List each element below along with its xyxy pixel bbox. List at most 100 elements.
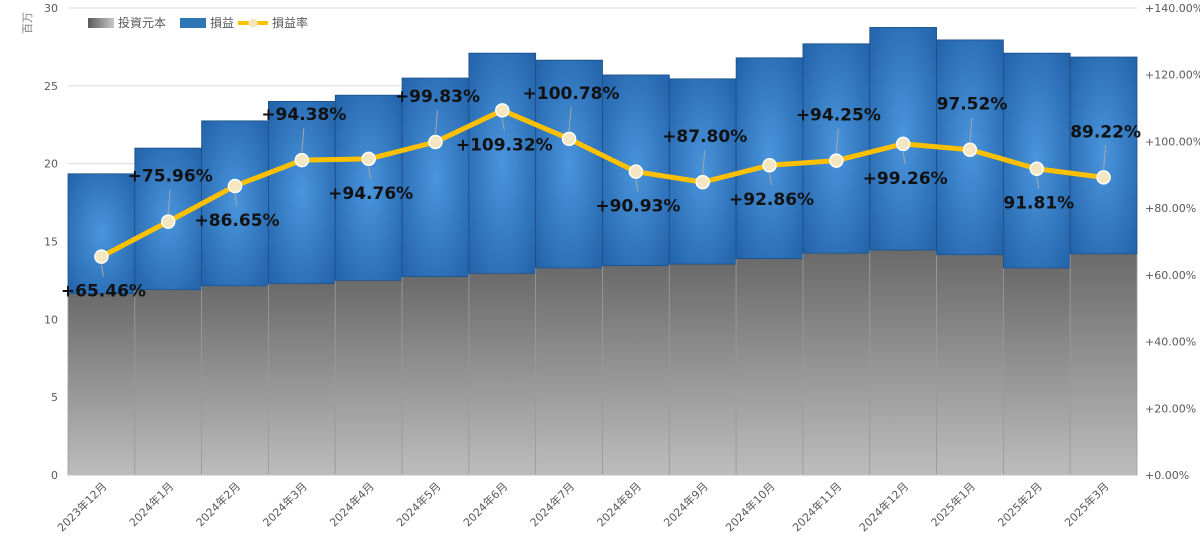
rate-marker — [94, 249, 109, 264]
right-tick-label: +100.00% — [1145, 135, 1200, 148]
rate-data-label: +99.83% — [395, 87, 480, 107]
label-leader-line — [301, 128, 305, 153]
right-tick-label: +20.00% — [1145, 402, 1196, 415]
x-tick-label: 2024年11月 — [789, 479, 844, 534]
principal-bar — [67, 293, 136, 476]
x-tick-label: 2024年10月 — [722, 479, 777, 534]
left-tick-label: 15 — [44, 236, 58, 249]
right-tick-label: +0.00% — [1145, 469, 1189, 482]
principal-bar — [668, 263, 737, 476]
rate-marker — [428, 134, 443, 150]
principal-bar — [602, 265, 670, 476]
rate-marker — [1096, 170, 1111, 185]
x-tick-label: 2024年9月 — [661, 479, 711, 529]
x-tick-label: 2025年3月 — [1062, 479, 1112, 529]
rate-data-label: +87.80% — [662, 127, 747, 147]
profit-bar — [201, 120, 269, 287]
label-leader-line — [368, 166, 372, 179]
right-tick-label: +120.00% — [1145, 69, 1200, 82]
rate-data-label: 97.52% — [937, 95, 1008, 115]
principal-bar — [334, 280, 403, 476]
rate-data-label: 89.22% — [1070, 122, 1141, 142]
rate-data-label: +86.65% — [195, 211, 280, 231]
right-tick-label: +140.00% — [1145, 2, 1200, 15]
label-leader-line — [969, 117, 973, 142]
legend-marker — [248, 18, 258, 28]
legend-swatch — [180, 18, 206, 28]
rate-marker — [361, 151, 376, 167]
rate-line — [98, 107, 1107, 260]
profit-bar — [268, 101, 336, 284]
legend-label: 損益 — [210, 15, 234, 30]
data-labels: +65.46% +75.96% +86.65% +94.38% +94.76% +99.8… — [61, 84, 1141, 302]
rate-data-label: +92.86% — [729, 190, 814, 210]
rate-marker — [762, 157, 777, 173]
profit-bar — [334, 94, 403, 281]
x-tick-label: 2024年8月 — [594, 479, 644, 529]
rate-marker — [628, 164, 644, 179]
label-leader-line — [434, 109, 438, 135]
legend-label: 損益率 — [272, 15, 308, 30]
principal-bar — [201, 285, 269, 476]
rate-marker — [895, 136, 911, 152]
label-leader-line — [100, 264, 104, 277]
rate-marker — [829, 153, 844, 168]
rate-marker — [160, 214, 176, 229]
rate-marker — [561, 131, 577, 147]
rate-marker — [1029, 161, 1045, 176]
profit-bar — [1069, 56, 1138, 255]
principal-bar — [1069, 253, 1138, 476]
principal-bar — [268, 283, 336, 476]
x-tick-label: 2024年7月 — [527, 479, 577, 529]
left-tick-label: 5 — [51, 391, 58, 404]
profit-bar — [468, 52, 537, 274]
legend-label: 投資元本 — [118, 15, 166, 30]
label-leader-line — [234, 193, 238, 207]
rate-marker — [695, 174, 710, 190]
principal-bar — [869, 249, 937, 476]
x-tick-label: 2024年1月 — [126, 479, 176, 529]
profit-bar — [401, 77, 470, 277]
principal-bar — [1002, 267, 1071, 476]
rate-data-label: +90.93% — [595, 197, 680, 217]
right-tick-label: +60.00% — [1145, 269, 1196, 282]
label-leader-line — [568, 106, 572, 131]
principal-bar — [134, 289, 203, 476]
label-leader-line — [835, 128, 839, 153]
rate-data-label: +65.46% — [61, 282, 146, 302]
principal-bar — [535, 267, 603, 476]
rate-marker — [495, 103, 510, 118]
right-tick-label: +80.00% — [1145, 202, 1196, 215]
label-leader-line — [1036, 176, 1040, 189]
left-tick-label: 20 — [44, 158, 58, 171]
x-tick-label: 2024年3月 — [260, 479, 310, 529]
left-axis-unit-label: 百万 — [21, 12, 34, 34]
legend-swatch — [88, 18, 114, 28]
rate-data-label: +75.96% — [128, 167, 213, 187]
bar-series — [67, 27, 1138, 476]
label-leader-line — [167, 189, 171, 214]
rate-data-label: +99.26% — [863, 169, 948, 189]
x-tick-label: 2024年4月 — [327, 479, 377, 529]
rate-data-label: +100.78% — [523, 84, 620, 104]
left-tick-label: 10 — [44, 313, 58, 326]
rate-marker — [294, 152, 310, 168]
rate-data-label: +94.38% — [261, 105, 346, 125]
left-tick-label: 30 — [44, 2, 58, 15]
label-leader-line — [635, 179, 639, 192]
label-leader-line — [1103, 145, 1107, 170]
x-tick-label: 2024年2月 — [193, 479, 243, 529]
principal-bar — [802, 252, 871, 476]
line-series — [94, 103, 1111, 264]
left-tick-label: 0 — [51, 469, 58, 482]
rate-data-label: +109.32% — [456, 135, 553, 155]
x-tick-label: 2025年1月 — [928, 479, 978, 529]
right-tick-label: +40.00% — [1145, 336, 1196, 349]
rate-data-label: 91.81% — [1003, 194, 1074, 214]
x-tick-label: 2024年5月 — [393, 479, 443, 529]
rate-data-label: +94.76% — [328, 184, 413, 204]
principal-bar — [468, 273, 537, 476]
profit-bar — [535, 59, 603, 269]
